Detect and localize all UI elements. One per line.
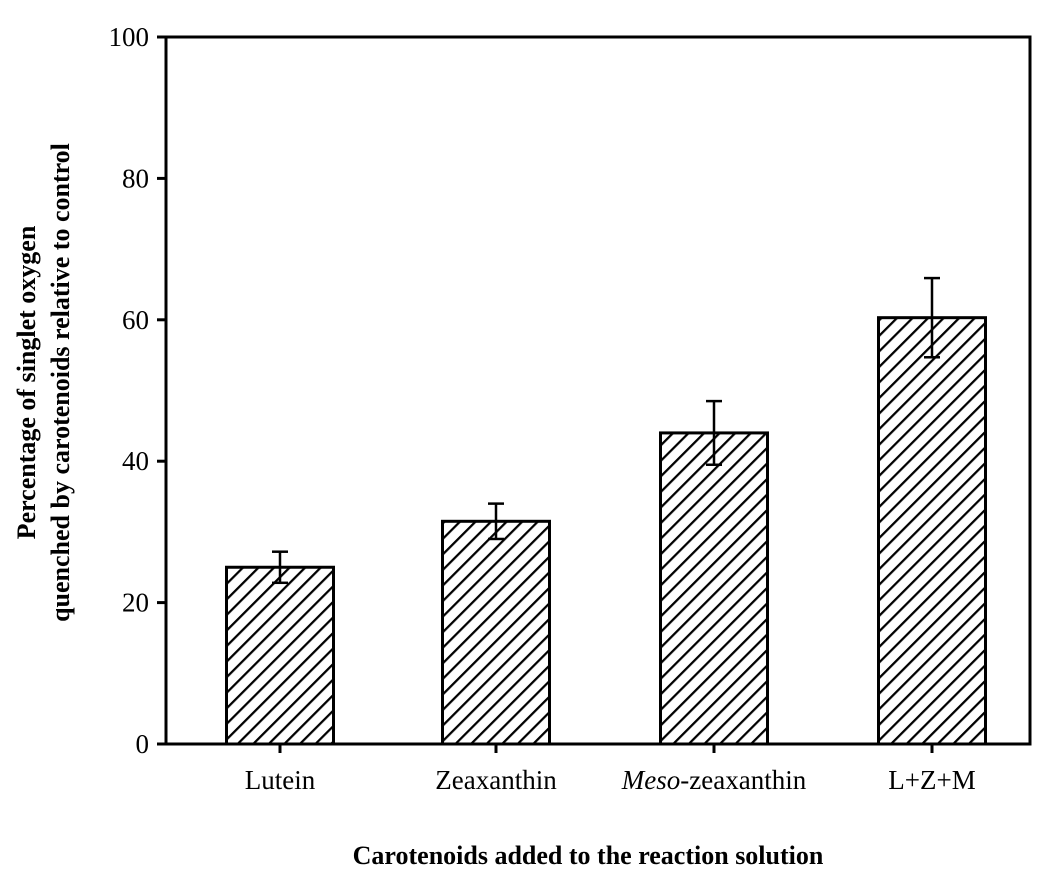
y-tick-label-2: 40 (122, 446, 149, 476)
y-axis-title-line-2: quenched by carotenoids relative to cont… (46, 143, 75, 622)
error-bar-0 (272, 550, 288, 585)
x-tick-label-0-part-0: Lutein (245, 765, 316, 795)
error-bar-2 (706, 399, 722, 466)
y-axis-title: Percentage of singlet oxygen quenched by… (12, 143, 75, 622)
y-tick-label-0: 0 (136, 729, 150, 759)
bar-meso-zeaxanthin (659, 431, 769, 746)
x-tick-label-2: Meso-zeaxanthin (621, 765, 807, 795)
plot-area-frame (164, 35, 1032, 746)
x-tick-label-3: L+Z+M (888, 765, 975, 795)
bar-l-z-m (877, 316, 987, 746)
x-tick-label-3-part-0: L+Z+M (888, 765, 975, 795)
y-axis: 0 20 40 60 80 100 (109, 22, 166, 759)
y-tick-label-5: 100 (109, 22, 150, 52)
error-bars-layer (272, 276, 940, 585)
x-tick-label-1-part-0: Zeaxanthin (435, 765, 557, 795)
x-axis-title: Carotenoids added to the reaction soluti… (353, 841, 824, 870)
y-axis-title-line-1: Percentage of singlet oxygen (12, 225, 41, 539)
bars-layer (225, 316, 987, 746)
x-tick-label-2-part-1: -zeaxanthin (680, 765, 806, 795)
y-tick-label-4: 80 (122, 163, 149, 193)
x-tick-label-2-part-0: Meso (621, 765, 680, 795)
y-tick-label-3: 60 (122, 305, 149, 335)
x-tick-label-0: Lutein (245, 765, 316, 795)
x-axis: Lutein Zeaxanthin Meso-zeaxanthin L+Z+M (245, 744, 976, 795)
error-bar-3 (924, 276, 940, 359)
bar-lutein (225, 565, 335, 746)
bar-zeaxanthin (441, 519, 551, 746)
y-tick-label-1: 20 (122, 588, 149, 618)
error-bar-1 (488, 502, 504, 541)
x-tick-label-1: Zeaxanthin (435, 765, 557, 795)
